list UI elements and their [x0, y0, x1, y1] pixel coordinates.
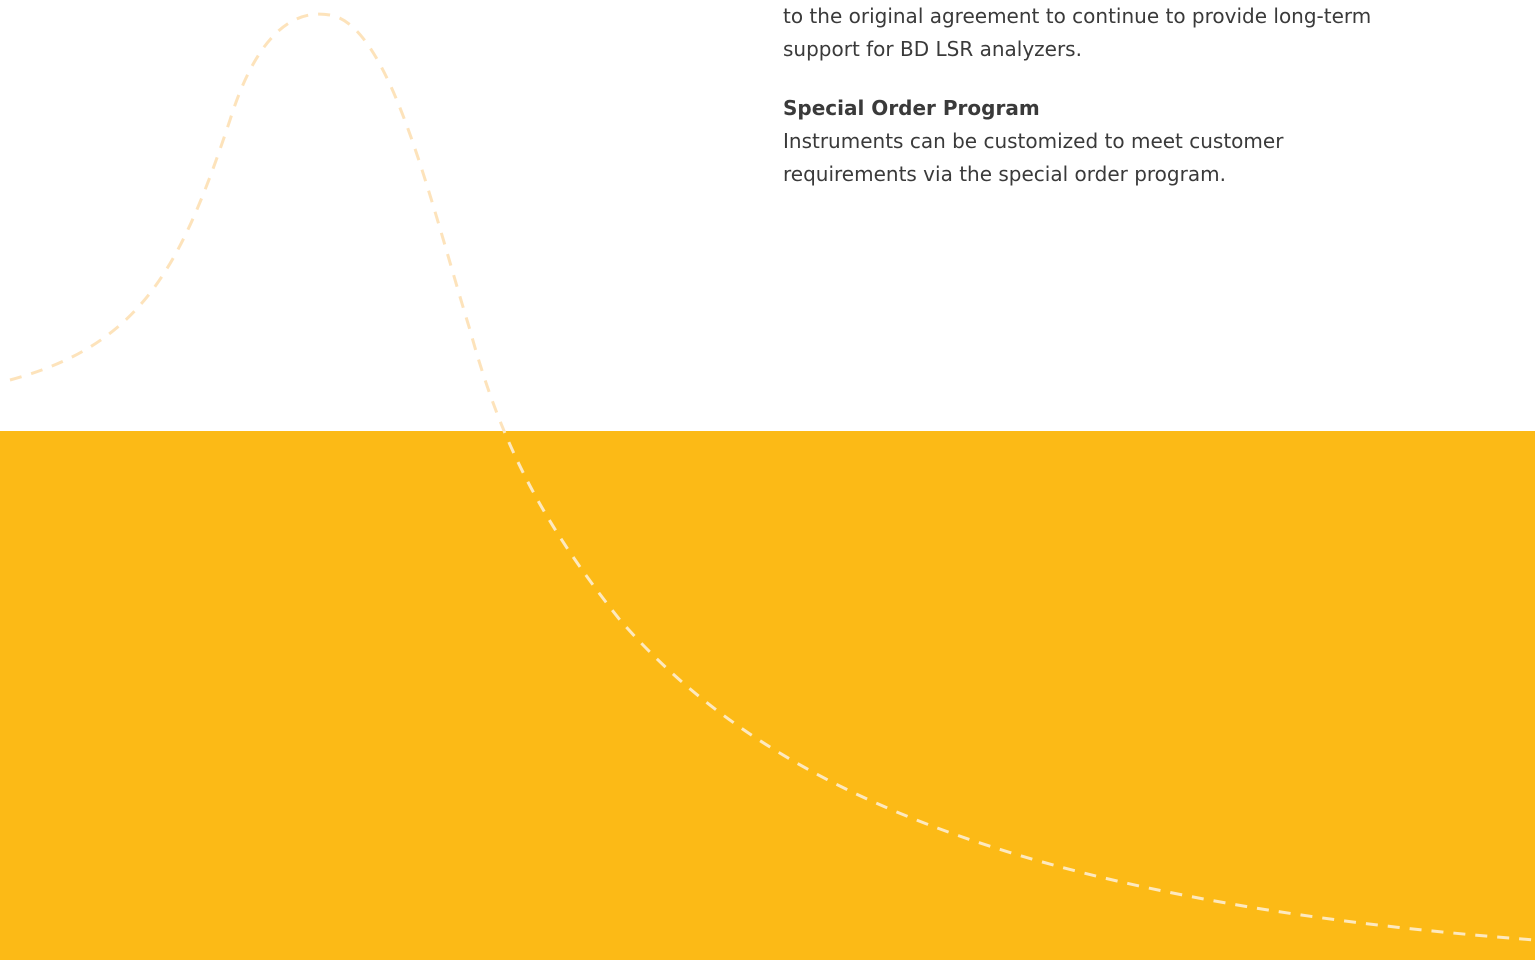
special-order-line-1: Instruments can be customized to meet cu…	[783, 129, 1284, 153]
support-text-block: to the original agreement to continue to…	[783, 0, 1483, 191]
special-order-heading: Special Order Program	[783, 96, 1040, 120]
curve-segment-upper	[9, 12, 506, 431]
special-order-line-2: requirements via the special order progr…	[783, 162, 1226, 186]
intro-line-cut: to the original agreement to continue to…	[783, 4, 1372, 28]
intro-line-last: support for BD LSR analyzers.	[783, 37, 1082, 61]
yellow-band	[0, 431, 1535, 960]
